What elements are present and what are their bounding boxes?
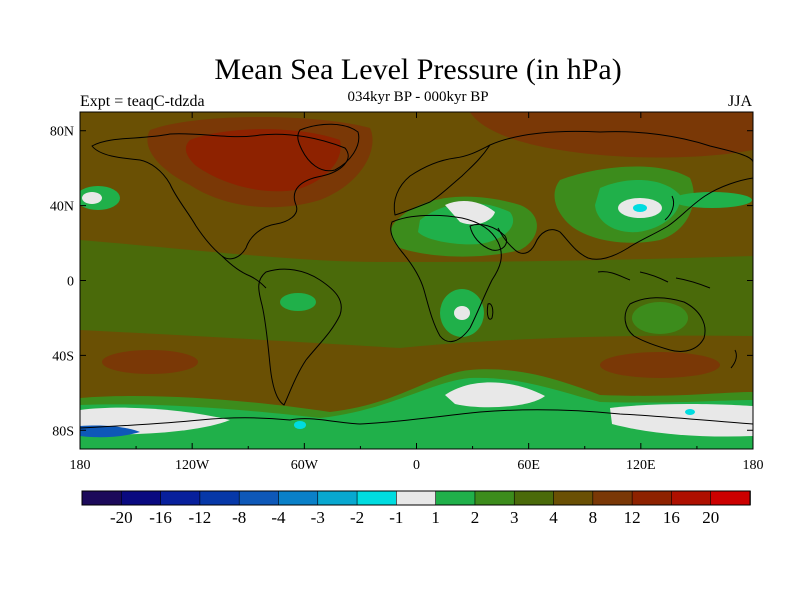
colorbar-label: 20: [702, 508, 719, 527]
x-tick-label: 60E: [517, 458, 540, 473]
colorbar-swatch: [553, 490, 594, 506]
colorbar-label: -16: [149, 508, 172, 527]
anomaly-north-pacific: [672, 192, 752, 208]
anomaly-australia: [632, 302, 688, 334]
coast-north-america: [91, 133, 349, 260]
colorbar-label: -20: [110, 508, 133, 527]
coast-south-america: [258, 268, 342, 406]
anomaly-tropics: [80, 240, 753, 348]
coast-antarctica: [80, 409, 753, 429]
colorbar-swatch: [631, 490, 673, 506]
coast-madagascar: [486, 303, 494, 320]
y-tick-label: 40S: [52, 349, 74, 364]
axis-ticks: 180 120W 60W 0 60E 120E 180 80N 40N 0 40S 80S: [50, 112, 764, 473]
colorbar-label: 4: [549, 508, 558, 527]
anomaly-antarctic-cyan-1: [294, 421, 306, 429]
colorbar-label: -12: [189, 508, 212, 527]
anomaly-south-indian: [600, 352, 720, 378]
x-tick-label: 120E: [626, 458, 656, 473]
coast-australia: [624, 297, 706, 352]
colorbar-swatch: [671, 490, 712, 506]
colorbar-swatch: [238, 490, 280, 506]
colorbar-swatch: [160, 490, 201, 506]
colorbar-swatch: [710, 490, 751, 506]
y-tick-label: 80N: [50, 125, 74, 140]
colorbar-frame: [81, 490, 751, 506]
anomaly-south-pacific: [102, 350, 198, 374]
coast-central-america: [221, 255, 267, 289]
anomaly-southern-africa-white: [454, 306, 470, 320]
colorbar: -20 -16 -12 -8 -4 -3 -2 -1 1 2 3 4 8 12 16 20: [81, 490, 751, 527]
colorbar-label: -2: [350, 508, 364, 527]
chart-subtitle: 034kyr BP - 000kyr BP: [347, 89, 489, 105]
x-tick-label: 180: [743, 458, 764, 473]
coast-new-zealand: [730, 349, 737, 369]
colorbar-label: -1: [389, 508, 403, 527]
colorbar-swatch: [278, 490, 319, 506]
coast-indonesia: [597, 271, 711, 289]
colorbar-label: 16: [663, 508, 680, 527]
anomaly-south-america: [280, 293, 316, 311]
anomaly-antarctic-white-far-east: [610, 404, 753, 437]
anomaly-east-asia-neg: [633, 204, 647, 212]
coastlines: [80, 123, 753, 429]
colorbar-label: -8: [232, 508, 246, 527]
coast-japan: [664, 195, 675, 221]
colorbar-label: -3: [311, 508, 325, 527]
season-label: JJA: [727, 93, 752, 110]
colorbar-swatch: [435, 490, 476, 506]
colorbar-label: -4: [271, 508, 286, 527]
coast-africa: [390, 214, 502, 343]
colorbar-label: 1: [431, 508, 440, 527]
coast-arabia: [469, 223, 507, 251]
x-tick-label: 120W: [175, 458, 210, 473]
chart-title: Mean Sea Level Pressure (in hPa): [214, 53, 622, 86]
x-tick-label: 180: [70, 458, 91, 473]
colorbar-swatch: [356, 490, 398, 506]
anomaly-antarctic-bright: [80, 377, 753, 449]
y-tick-label: 40N: [50, 200, 74, 215]
anomaly-arabia-white: [445, 200, 495, 225]
anomaly-antarctic-cyan-2: [685, 409, 695, 415]
colorbar-swatch: [317, 490, 358, 506]
coast-asia: [489, 130, 753, 260]
colorbar-swatch: [474, 490, 516, 506]
anomaly-pacific-nw-core: [82, 192, 102, 204]
y-tick-label: 0: [67, 275, 74, 290]
colorbar-label: 8: [589, 508, 598, 527]
colorbar-swatch: [592, 490, 633, 506]
anomaly-greenland-core: [185, 129, 341, 192]
colorbar-swatch: [81, 490, 123, 506]
anomaly-antarctic-white-east: [445, 382, 545, 408]
colorbar-swatch: [513, 490, 555, 506]
colorbar-swatch: [199, 490, 240, 506]
experiment-label: Expt = teaqC-tdzda: [80, 93, 205, 110]
colorbar-swatch: [120, 490, 162, 506]
pressure-field: [80, 112, 753, 449]
colorbar-label: 12: [624, 508, 641, 527]
x-tick-label: 0: [413, 458, 420, 473]
anomaly-europe-east: [470, 112, 753, 158]
x-tick-label: 60W: [291, 458, 319, 473]
colorbar-label: 3: [510, 508, 519, 527]
coast-greenland: [297, 123, 360, 172]
y-tick-label: 80S: [52, 424, 74, 439]
anomaly-antarctic-blue: [80, 425, 140, 438]
colorbar-swatch: [396, 490, 437, 506]
colorbar-label: 2: [471, 508, 480, 527]
